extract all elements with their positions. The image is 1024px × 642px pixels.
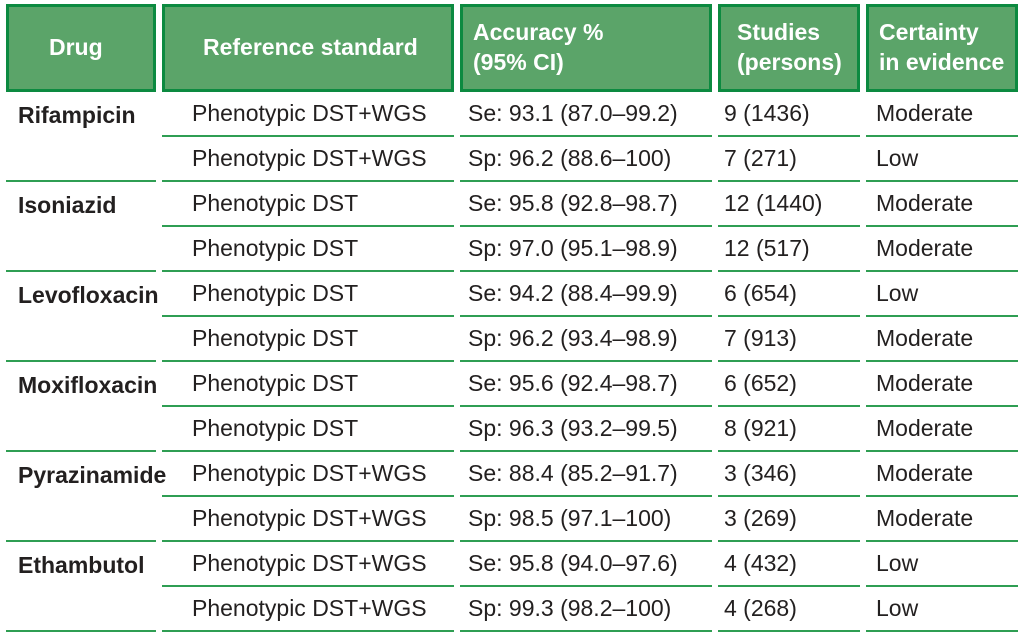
table-row: Phenotypic DST+WGS Sp: 99.3 (98.2–100) 4… <box>6 587 1018 632</box>
certainty-cell: Low <box>866 137 1018 182</box>
reference-cell: Phenotypic DST+WGS <box>162 542 454 587</box>
drug-cell: Pyrazinamide <box>6 452 166 542</box>
drug-cell: Ethambutol <box>6 542 156 632</box>
header-cell-drug: Drug <box>6 4 156 92</box>
accuracy-cell: Se: 95.8 (92.8–98.7) <box>460 182 712 227</box>
certainty-cell: Moderate <box>866 182 1018 227</box>
studies-cell: 6 (652) <box>718 362 860 407</box>
studies-cell: 12 (1440) <box>718 182 860 227</box>
certainty-cell: Low <box>866 542 1018 587</box>
certainty-cell: Moderate <box>866 227 1018 272</box>
header-cell-reference-standard: Reference standard <box>162 4 454 92</box>
reference-cell: Phenotypic DST+WGS <box>162 137 454 182</box>
certainty-cell: Moderate <box>866 497 1018 542</box>
table-row: Rifampicin Phenotypic DST+WGS Se: 93.1 (… <box>6 92 1018 182</box>
drug-cell: Isoniazid <box>6 182 156 272</box>
studies-cell: 3 (269) <box>718 497 860 542</box>
studies-cell: 7 (913) <box>718 317 860 362</box>
table-row: Pyrazinamide Phenotypic DST+WGS Se: 88.4… <box>6 452 1018 542</box>
studies-cell: 7 (271) <box>718 137 860 182</box>
table-row: Phenotypic DST Sp: 96.2 (93.4–98.9) 7 (9… <box>6 317 1018 362</box>
certainty-cell: Moderate <box>866 92 1018 137</box>
studies-cell: 6 (654) <box>718 272 860 317</box>
drug-cell: Moxifloxacin <box>6 362 157 452</box>
certainty-cell: Moderate <box>866 317 1018 362</box>
accuracy-cell: Se: 95.6 (92.4–98.7) <box>460 362 712 407</box>
table-row: Phenotypic DST Sp: 96.3 (93.2–99.5) 8 (9… <box>6 407 1018 452</box>
reference-cell: Phenotypic DST <box>162 227 454 272</box>
table-row: Phenotypic DST+WGS Sp: 98.5 (97.1–100) 3… <box>6 497 1018 542</box>
accuracy-cell: Se: 88.4 (85.2–91.7) <box>460 452 712 497</box>
certainty-cell: Moderate <box>866 407 1018 452</box>
drug-cell: Rifampicin <box>6 92 156 182</box>
certainty-cell: Low <box>866 272 1018 317</box>
reference-cell: Phenotypic DST <box>162 272 454 317</box>
table-row: Moxifloxacin Phenotypic DST Se: 95.6 (92… <box>6 362 1018 452</box>
reference-cell: Phenotypic DST <box>162 317 454 362</box>
table-row: Levofloxacin Phenotypic DST Se: 94.2 (88… <box>6 272 1018 362</box>
header-cell-accuracy: Accuracy % (95% CI) <box>460 4 712 92</box>
reference-cell: Phenotypic DST <box>162 362 454 407</box>
studies-cell: 8 (921) <box>718 407 860 452</box>
certainty-cell: Moderate <box>866 362 1018 407</box>
header-cell-certainty: Certainty in evidence <box>866 4 1018 92</box>
diagnostic-accuracy-table: Drug Reference standard Accuracy % (95% … <box>0 4 1024 632</box>
accuracy-cell: Se: 95.8 (94.0–97.6) <box>460 542 712 587</box>
reference-cell: Phenotypic DST <box>162 182 454 227</box>
reference-cell: Phenotypic DST+WGS <box>162 587 454 632</box>
accuracy-cell: Sp: 99.3 (98.2–100) <box>460 587 712 632</box>
reference-cell: Phenotypic DST+WGS <box>162 497 454 542</box>
table-row: Isoniazid Phenotypic DST Se: 95.8 (92.8–… <box>6 182 1018 272</box>
accuracy-cell: Sp: 97.0 (95.1–98.9) <box>460 227 712 272</box>
reference-cell: Phenotypic DST+WGS <box>162 452 454 497</box>
certainty-cell: Moderate <box>866 452 1018 497</box>
table-row: Ethambutol Phenotypic DST+WGS Se: 95.8 (… <box>6 542 1018 632</box>
accuracy-cell: Se: 93.1 (87.0–99.2) <box>460 92 712 137</box>
accuracy-cell: Sp: 98.5 (97.1–100) <box>460 497 712 542</box>
certainty-cell: Low <box>866 587 1018 632</box>
studies-cell: 9 (1436) <box>718 92 860 137</box>
accuracy-cell: Se: 94.2 (88.4–99.9) <box>460 272 712 317</box>
drug-cell: Levofloxacin <box>6 272 159 362</box>
reference-cell: Phenotypic DST <box>162 407 454 452</box>
accuracy-cell: Sp: 96.2 (88.6–100) <box>460 137 712 182</box>
reference-cell: Phenotypic DST+WGS <box>162 92 454 137</box>
header-cell-studies: Studies (persons) <box>718 4 860 92</box>
studies-cell: 4 (268) <box>718 587 860 632</box>
studies-cell: 12 (517) <box>718 227 860 272</box>
studies-cell: 3 (346) <box>718 452 860 497</box>
accuracy-cell: Sp: 96.3 (93.2–99.5) <box>460 407 712 452</box>
table-row: Phenotypic DST+WGS Sp: 96.2 (88.6–100) 7… <box>6 137 1018 182</box>
table-row: Phenotypic DST Sp: 97.0 (95.1–98.9) 12 (… <box>6 227 1018 272</box>
accuracy-cell: Sp: 96.2 (93.4–98.9) <box>460 317 712 362</box>
studies-cell: 4 (432) <box>718 542 860 587</box>
header-row: Drug Reference standard Accuracy % (95% … <box>6 4 1018 92</box>
